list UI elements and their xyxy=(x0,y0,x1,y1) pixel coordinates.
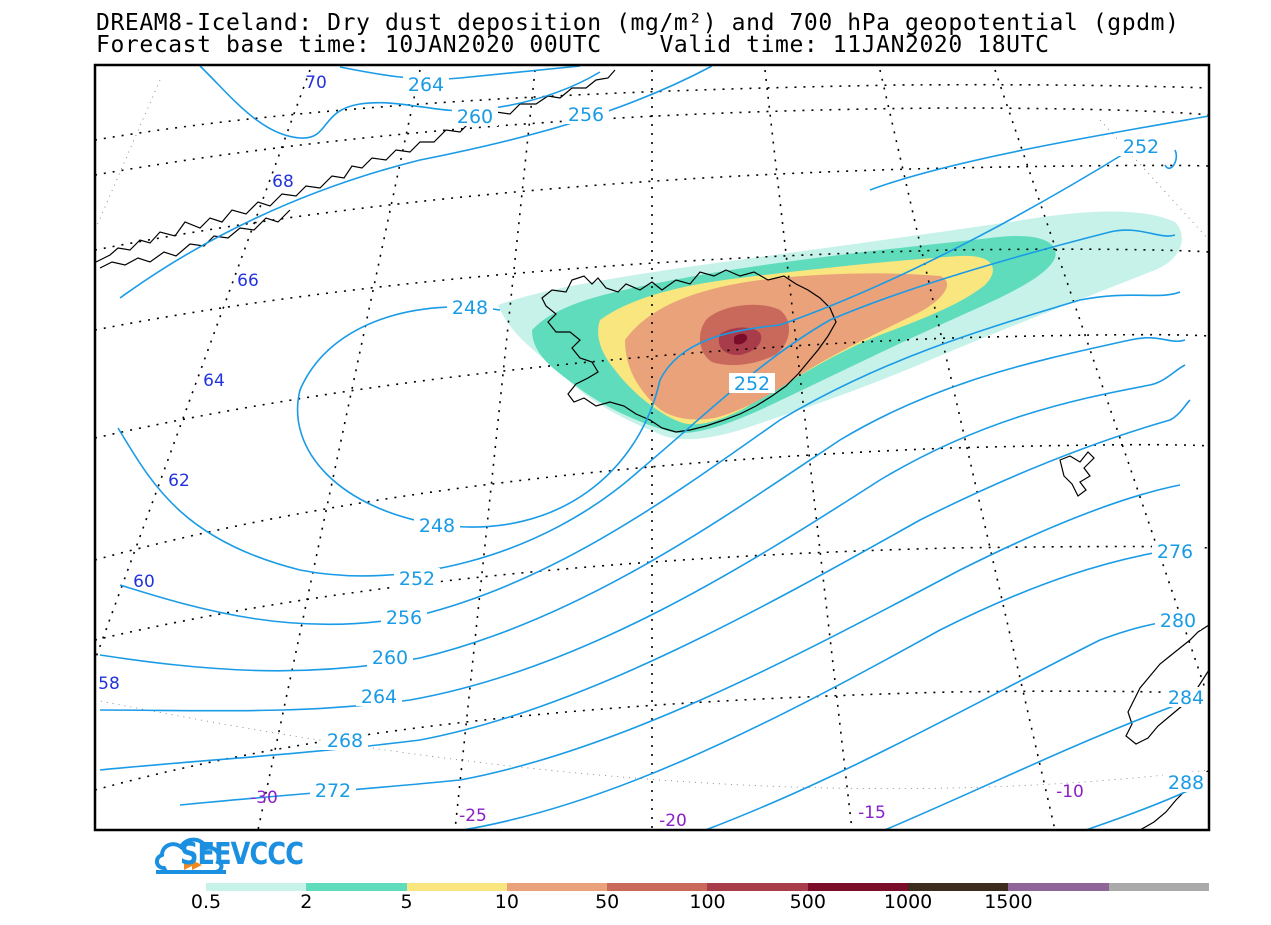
legend-label: 500 xyxy=(789,891,826,913)
lat-label: 68 xyxy=(272,172,294,192)
legend-label: 2 xyxy=(300,891,313,913)
dust-level-10 xyxy=(625,273,948,420)
map-title-line2: Forecast base time: 10JAN2020 00UTC Vali… xyxy=(96,32,1050,58)
lat-label: 58 xyxy=(98,674,120,694)
contour-labels: 264 260 256 252 248 248 252 252 256 260 … xyxy=(310,74,1209,802)
legend-swatch xyxy=(908,883,1009,891)
color-legend xyxy=(206,883,1209,891)
lon-label: -15 xyxy=(858,803,886,823)
legend-swatch xyxy=(1108,883,1209,891)
contour-label: 284 xyxy=(1168,687,1204,709)
lon-label: -10 xyxy=(1056,782,1084,802)
map-background xyxy=(95,65,1209,830)
lon-label: -25 xyxy=(459,806,487,826)
lat-label: 70 xyxy=(305,73,327,93)
legend-swatch xyxy=(206,883,307,891)
contour-label: 264 xyxy=(361,686,397,708)
contour-label: 264 xyxy=(408,74,444,96)
latitude-labels: 70 68 66 64 62 60 58 xyxy=(98,73,327,694)
contour-label: 256 xyxy=(386,607,422,629)
map-title-line1: DREAM8-Iceland: Dry dust deposition (mg/… xyxy=(96,10,1180,36)
legend-label: 100 xyxy=(689,891,726,913)
legend-label: 5 xyxy=(400,891,413,913)
contour-label: 268 xyxy=(327,730,363,752)
faroe-islands xyxy=(1059,451,1095,497)
contour-label: 280 xyxy=(1160,610,1196,632)
legend-swatch xyxy=(506,883,608,891)
contour-label: 272 xyxy=(315,780,351,802)
legend-swatch xyxy=(607,883,708,891)
contour-label: 252 xyxy=(399,568,435,590)
legend-swatch xyxy=(807,883,909,891)
contour-label: 276 xyxy=(1157,541,1193,563)
contour-label: 260 xyxy=(372,647,408,669)
legend-label: 50 xyxy=(595,891,620,913)
legend-swatch xyxy=(707,883,808,891)
contour-label: 252 xyxy=(734,373,770,395)
map-frame xyxy=(93,63,1211,832)
graticule xyxy=(95,69,1209,830)
contour-label: 256 xyxy=(568,104,604,126)
lat-label: 64 xyxy=(203,371,225,391)
contour-label: 260 xyxy=(457,106,493,128)
legend-label: 0.5 xyxy=(190,891,222,913)
coastline xyxy=(95,69,1209,830)
contour-label: 288 xyxy=(1168,772,1204,794)
lat-label: 62 xyxy=(168,471,190,491)
greenland-coast xyxy=(95,69,616,263)
lat-label: 66 xyxy=(237,271,259,291)
legend-labels: 0.5 2 5 10 50 100 500 1000 1500 xyxy=(0,891,1271,915)
longitude-labels: -30 -25 -20 -15 -10 xyxy=(250,782,1084,831)
geopotential-contours xyxy=(99,65,1209,830)
lon-label: -20 xyxy=(659,811,687,831)
legend-swatch xyxy=(406,883,507,891)
lat-label: 60 xyxy=(133,572,155,592)
legend-label: 1000 xyxy=(883,891,933,913)
iceland-coast xyxy=(541,269,837,433)
legend-swatch xyxy=(306,883,407,891)
contour-label: 248 xyxy=(452,297,488,319)
legend-swatch xyxy=(1008,883,1109,891)
greenland-coast-inner xyxy=(99,209,291,269)
legend-label: 10 xyxy=(494,891,519,913)
legend-label: 1500 xyxy=(984,891,1033,913)
logo-text: SEEVCCC xyxy=(180,837,304,872)
lon-label: -30 xyxy=(250,788,278,808)
cloud-icon xyxy=(155,837,226,874)
norway-coast xyxy=(1125,624,1209,745)
contour-label: 252 xyxy=(1123,136,1159,158)
contour-label: 248 xyxy=(419,515,455,537)
dust-level-500 xyxy=(734,333,748,345)
